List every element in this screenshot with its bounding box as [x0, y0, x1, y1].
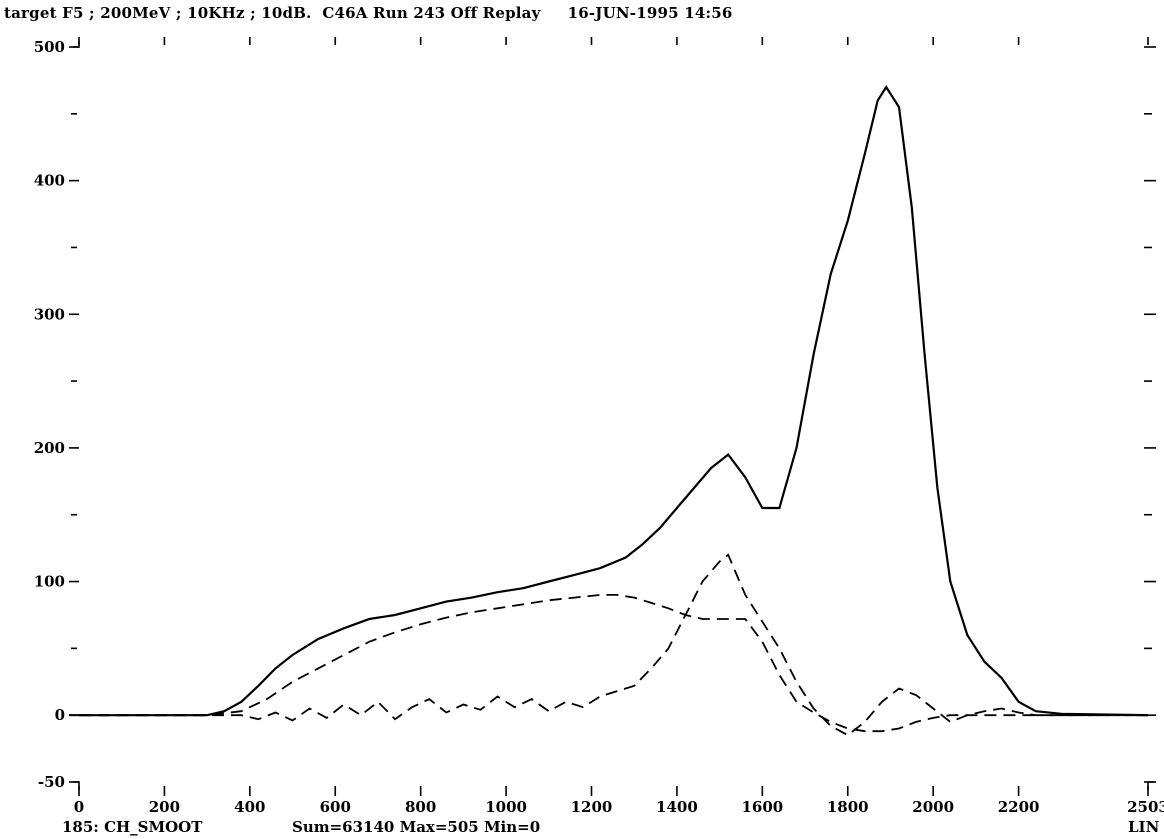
x-tick-label-1800: 1800 — [827, 798, 869, 816]
chart-axes — [69, 41, 1154, 790]
y-tick-label-500: 500 — [34, 38, 65, 56]
scale-mode-label: LIN — [1128, 818, 1160, 836]
x-tick-label-2503: 2503 — [1127, 798, 1164, 816]
chart-series — [79, 85, 1149, 737]
series-line-2 — [79, 594, 1148, 733]
x-tick-label-400: 400 — [234, 798, 265, 816]
x-tick-label-1600: 1600 — [741, 798, 783, 816]
y-tick-label-400: 400 — [34, 172, 65, 190]
x-tick-label-1000: 1000 — [485, 798, 527, 816]
x-tick-label-2000: 2000 — [912, 798, 954, 816]
x-tick-label-200: 200 — [149, 798, 180, 816]
x-tick-label-1200: 1200 — [571, 798, 613, 816]
x-tick-label-0: 0 — [74, 798, 84, 816]
y-tick-label-200: 200 — [34, 439, 65, 457]
y-tick-label-100: 100 — [34, 573, 65, 591]
x-tick-label-600: 600 — [320, 798, 351, 816]
y-tick-label--50: -50 — [38, 773, 65, 791]
statistics-label: Sum=63140 Max=505 Min=0 — [292, 818, 541, 836]
chart-title: target F5 ; 200MeV ; 10KHz ; 10dB. C46A … — [4, 4, 733, 22]
bottom-right-corner — [1147, 781, 1154, 790]
series-line-3 — [79, 553, 1148, 737]
series-line-1 — [79, 85, 1149, 717]
top-left-corner — [73, 41, 80, 48]
x-tick-label-800: 800 — [405, 798, 436, 816]
bottom-left-corner — [73, 781, 80, 790]
y-tick-label-0: 0 — [55, 706, 65, 724]
y-tick-label-300: 300 — [34, 305, 65, 323]
x-tick-label-2200: 2200 — [998, 798, 1040, 816]
chart-ticks: -50 0 100 200 300 400 500 0 200 400 600 800 1000 1200… — [34, 37, 1164, 816]
histogram-id-label: 185: CH_SMOOT — [62, 818, 203, 836]
x-tick-label-1400: 1400 — [656, 798, 698, 816]
